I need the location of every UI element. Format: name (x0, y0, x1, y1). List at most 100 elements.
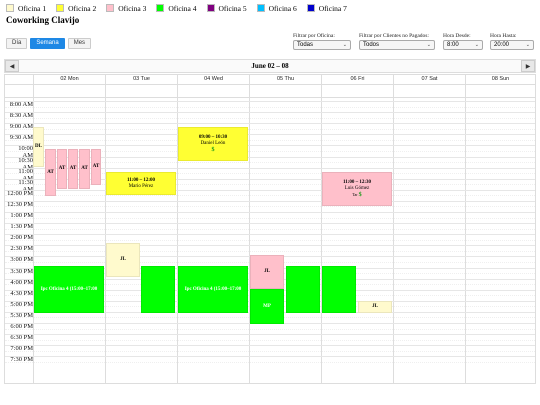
event-label: MP (263, 303, 271, 309)
from-hour-value: 8:00 (447, 42, 459, 48)
from-hour-select[interactable]: 8:00 ⌄ (443, 40, 483, 50)
time-label: 12:00 PM (7, 189, 33, 197)
chevron-down-icon: ⌄ (426, 42, 431, 48)
event-label: AT (92, 164, 100, 169)
event-label: AT (69, 166, 77, 171)
event-tue-jl[interactable]: JL (106, 243, 140, 277)
time-slot-half-line (5, 184, 535, 186)
time-slot-half-line (5, 328, 535, 330)
time-slot-half-line (5, 162, 535, 164)
event-mon-at-4[interactable]: AT (79, 149, 90, 189)
event-mon-at-5[interactable]: AT (91, 149, 101, 185)
legend-label: Oficina 5 (218, 3, 247, 13)
event-label: AT (47, 169, 54, 175)
prev-week-button[interactable]: ◀ (5, 60, 19, 72)
office-filter-value: Todas (297, 42, 314, 48)
event-fri-oficina-4[interactable] (322, 266, 356, 313)
event-wed-daniel[interactable]: 09:00 – 10:30 Daniel León $ (178, 127, 248, 161)
event-time: 09:00 – 10:30 (198, 135, 228, 140)
time-label: 11:30 AM (18, 178, 33, 193)
event-tue-oficina-4[interactable] (141, 266, 175, 313)
time-label: 5:00 PM (10, 300, 33, 308)
time-slot-line (5, 101, 535, 102)
day-header-thu: 05 Thu (249, 75, 321, 84)
time-label: 10:30 AM (18, 156, 33, 171)
office-filter-select[interactable]: Todas ⌄ (293, 40, 351, 50)
time-label: 1:30 PM (10, 223, 33, 231)
legend-label: Oficina 2 (68, 3, 97, 13)
time-slot-line (5, 123, 535, 125)
legend-item-oficina-7: Oficina 7 (306, 4, 347, 13)
date-range-title: June 02 – 08 (251, 62, 289, 70)
event-label: DL (35, 144, 42, 149)
day-header-wed: 04 Wed (177, 75, 249, 84)
time-slot-half-line (5, 195, 535, 197)
legend-label: Oficina 3 (118, 3, 147, 13)
time-label: 2:00 PM (10, 234, 33, 242)
paid-icon: $ (358, 192, 362, 198)
time-slot-line (5, 223, 535, 225)
event-label: AT (58, 166, 66, 171)
time-label: 4:00 PM (10, 278, 33, 286)
time-slot-line (5, 145, 535, 147)
event-mon-at-3[interactable]: AT (68, 149, 78, 189)
day-view-button[interactable]: Día (6, 38, 28, 49)
time-slot-line (5, 234, 535, 236)
event-fri-jl[interactable]: JL (358, 301, 392, 313)
event-mon-at-1[interactable]: AT (45, 149, 56, 196)
time-label: 6:00 PM (10, 323, 33, 330)
day-header-sat: 07 Sat (393, 75, 465, 84)
time-label: 10:00 AM (18, 145, 33, 160)
time-slot-line (5, 334, 535, 336)
to-hour-filter: Hora Hasta: 20:00 ⌄ (490, 32, 534, 50)
legend-label: Oficina 1 (18, 3, 47, 13)
week-view-button[interactable]: Semana (30, 38, 65, 49)
time-slot-half-line (5, 228, 535, 230)
event-thu-oficina-4[interactable] (286, 266, 320, 313)
time-slot-half-line (5, 361, 535, 363)
event-mon-oficina-4[interactable]: Ipc Oficina 4 (15:00–17:00 (34, 266, 104, 313)
event-thu-mp[interactable]: MP (250, 289, 284, 324)
event-wed-oficina-4[interactable]: Ipc Oficina 4 (15:00–17:00 (178, 266, 248, 313)
time-slot-line (5, 245, 535, 247)
time-label: 8:00 AM (9, 101, 33, 108)
time-slot-half-line (5, 250, 535, 252)
time-slot-half-line (5, 173, 535, 175)
event-label: Ipc Oficina 4 (15:00–17:00 (184, 286, 242, 292)
event-thu-jl[interactable]: JL (250, 255, 284, 289)
event-client: Daniel León (200, 141, 226, 146)
clients-filter-value: Todos (363, 42, 380, 48)
office-filter: Filtrar por Oficina: Todas ⌄ (293, 32, 351, 50)
legend-swatch (56, 4, 65, 12)
event-mon-at-2[interactable]: AT (57, 149, 67, 189)
legend-item-oficina-1: Oficina 1 (6, 4, 46, 13)
time-label: 3:30 PM (10, 267, 33, 275)
clients-filter-label: Filtrar por Clientes no Pagados: (359, 33, 429, 39)
event-tue-mario[interactable]: 11:00 – 12:00 Mario Pérez (106, 172, 176, 195)
event-client: Luis Gómez (344, 186, 370, 191)
event-mon-dl[interactable]: DL (33, 127, 44, 167)
time-slot-half-line (5, 217, 535, 219)
legend-swatch (156, 4, 165, 12)
next-week-button[interactable]: ▶ (521, 60, 535, 72)
paid-icon: $ (211, 147, 215, 153)
time-slot-half-line (5, 150, 535, 152)
month-view-button[interactable]: Mes (67, 38, 92, 49)
time-slot-line (5, 345, 535, 347)
time-slot-line (5, 200, 535, 202)
time-label: 12:30 PM (7, 200, 33, 208)
clients-filter-select[interactable]: Todos ⌄ (359, 40, 435, 50)
legend-label: Oficina 4 (168, 3, 197, 13)
time-slot-line (5, 212, 535, 213)
to-hour-select[interactable]: 20:00 ⌄ (490, 40, 534, 50)
day-header-mon: 02 Mon (33, 75, 105, 84)
time-slot-line (5, 356, 535, 358)
event-fri-luis[interactable]: 11:00 – 12:30 Luis Gómez Tar $ (322, 172, 392, 206)
time-slot-half-line (5, 239, 535, 241)
time-label: 7:00 PM (10, 345, 33, 353)
all-day-row[interactable] (5, 84, 535, 98)
legend-swatch (206, 4, 215, 12)
time-slot-half-line (5, 350, 535, 352)
time-slot-half-line (5, 117, 535, 119)
time-label: 1:00 PM (10, 212, 33, 219)
